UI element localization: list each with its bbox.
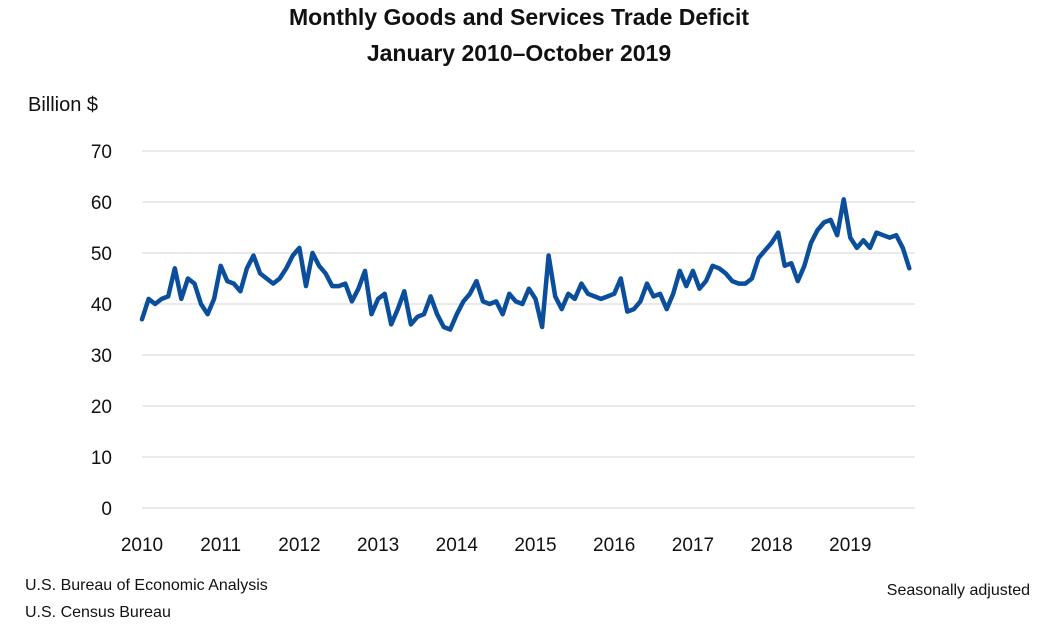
y-tick-label: 20: [91, 397, 112, 418]
y-axis-label: Billion $: [28, 94, 99, 116]
y-tick-label: 0: [101, 499, 112, 520]
x-tick-label: 2018: [750, 535, 792, 556]
x-tick-label: 2017: [672, 535, 714, 556]
x-tick-label: 2011: [200, 535, 241, 556]
chart-title: Monthly Goods and Services Trade Deficit: [288, 4, 750, 30]
source-census: U.S. Census Bureau: [25, 604, 171, 621]
x-tick-label: 2015: [514, 535, 556, 556]
y-tick-label: 60: [91, 193, 112, 214]
y-tick-label: 30: [91, 346, 112, 367]
x-tick-label: 2019: [829, 535, 871, 556]
x-tick-label: 2013: [357, 535, 399, 556]
source-bea: U.S. Bureau of Economic Analysis: [25, 577, 268, 594]
x-tick-label: 2012: [278, 535, 320, 556]
y-tick-label: 50: [91, 244, 112, 265]
y-tick-label: 70: [91, 142, 112, 163]
series-line: [139, 197, 912, 332]
seasonal-note: Seasonally adjusted: [886, 582, 1030, 599]
y-tick-label: 10: [91, 448, 112, 469]
y-tick-label: 40: [91, 295, 112, 316]
x-tick-label: 2010: [121, 535, 163, 556]
x-tick-label: 2014: [436, 535, 479, 556]
chart-subtitle: January 2010–October 2019: [366, 40, 672, 66]
x-tick-label: 2016: [593, 535, 635, 556]
